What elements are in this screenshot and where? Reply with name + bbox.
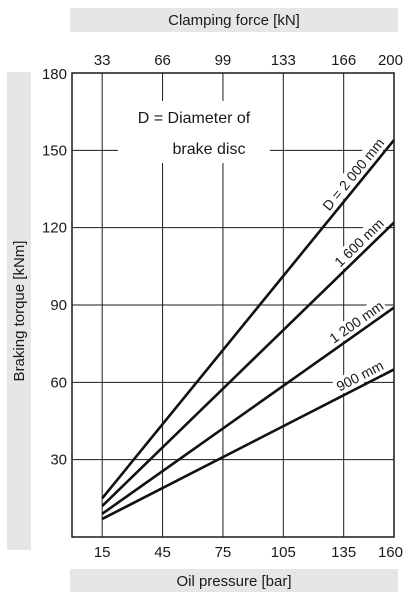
note-line-1: D = Diameter of [138, 110, 251, 127]
tick-labels: 15 33 45 66 75 99 105 133 135 166 160 200 30 60 90 120 1… [42, 52, 403, 561]
series-layer [101, 139, 396, 521]
left-axis-title-band [7, 72, 31, 550]
top-axis-title: Clamping force [kN] [168, 12, 300, 29]
series-label-background [317, 133, 389, 216]
series-labels: 900 mm1 200 mm1 600 mmD = 2 000 mm [317, 133, 389, 396]
y-tick-label: 150 [42, 142, 67, 159]
series-label-background [329, 213, 389, 272]
series-label-d-2-000-mm: D = 2 000 mm [319, 135, 387, 214]
x2-tick-label: 200 [378, 52, 403, 69]
x2-tick-label: 133 [271, 52, 296, 69]
series-label-1-600-mm: 1 600 mm [331, 215, 387, 270]
x-tick-label: 160 [378, 544, 403, 561]
x-tick-label: 105 [271, 544, 296, 561]
y-tick-label: 30 [50, 452, 67, 469]
x2-tick-label: 99 [215, 52, 232, 69]
series-label-900-mm: 900 mm [334, 357, 386, 394]
note-background [118, 101, 270, 163]
y-tick-label: 180 [42, 66, 67, 83]
series-label-background [324, 296, 388, 348]
y-tick-label: 60 [50, 374, 67, 391]
x2-tick-label: 66 [154, 52, 171, 69]
series-label-background [331, 356, 388, 396]
note-line-2: brake disc [173, 141, 246, 158]
x2-tick-label: 33 [94, 52, 111, 69]
x2-tick-label: 166 [331, 52, 356, 69]
left-axis-title: Braking torque [kNm] [11, 241, 28, 382]
y-tick-label: 120 [42, 220, 67, 237]
x-tick-label: 15 [94, 544, 111, 561]
series-line-d-2-000-mm [101, 139, 396, 500]
x-tick-label: 75 [215, 544, 232, 561]
bottom-axis-title: Oil pressure [bar] [176, 573, 291, 590]
plot-frame [71, 72, 395, 538]
series-line-1-200-mm [101, 306, 395, 515]
series-line-1-600-mm [101, 221, 395, 507]
x-tick-label: 45 [154, 544, 171, 561]
top-axis-title-band [70, 8, 398, 32]
series-line-900-mm [101, 368, 395, 521]
bottom-axis-title-band [70, 569, 398, 592]
y-tick-label: 90 [50, 297, 67, 314]
x-tick-label: 135 [331, 544, 356, 561]
